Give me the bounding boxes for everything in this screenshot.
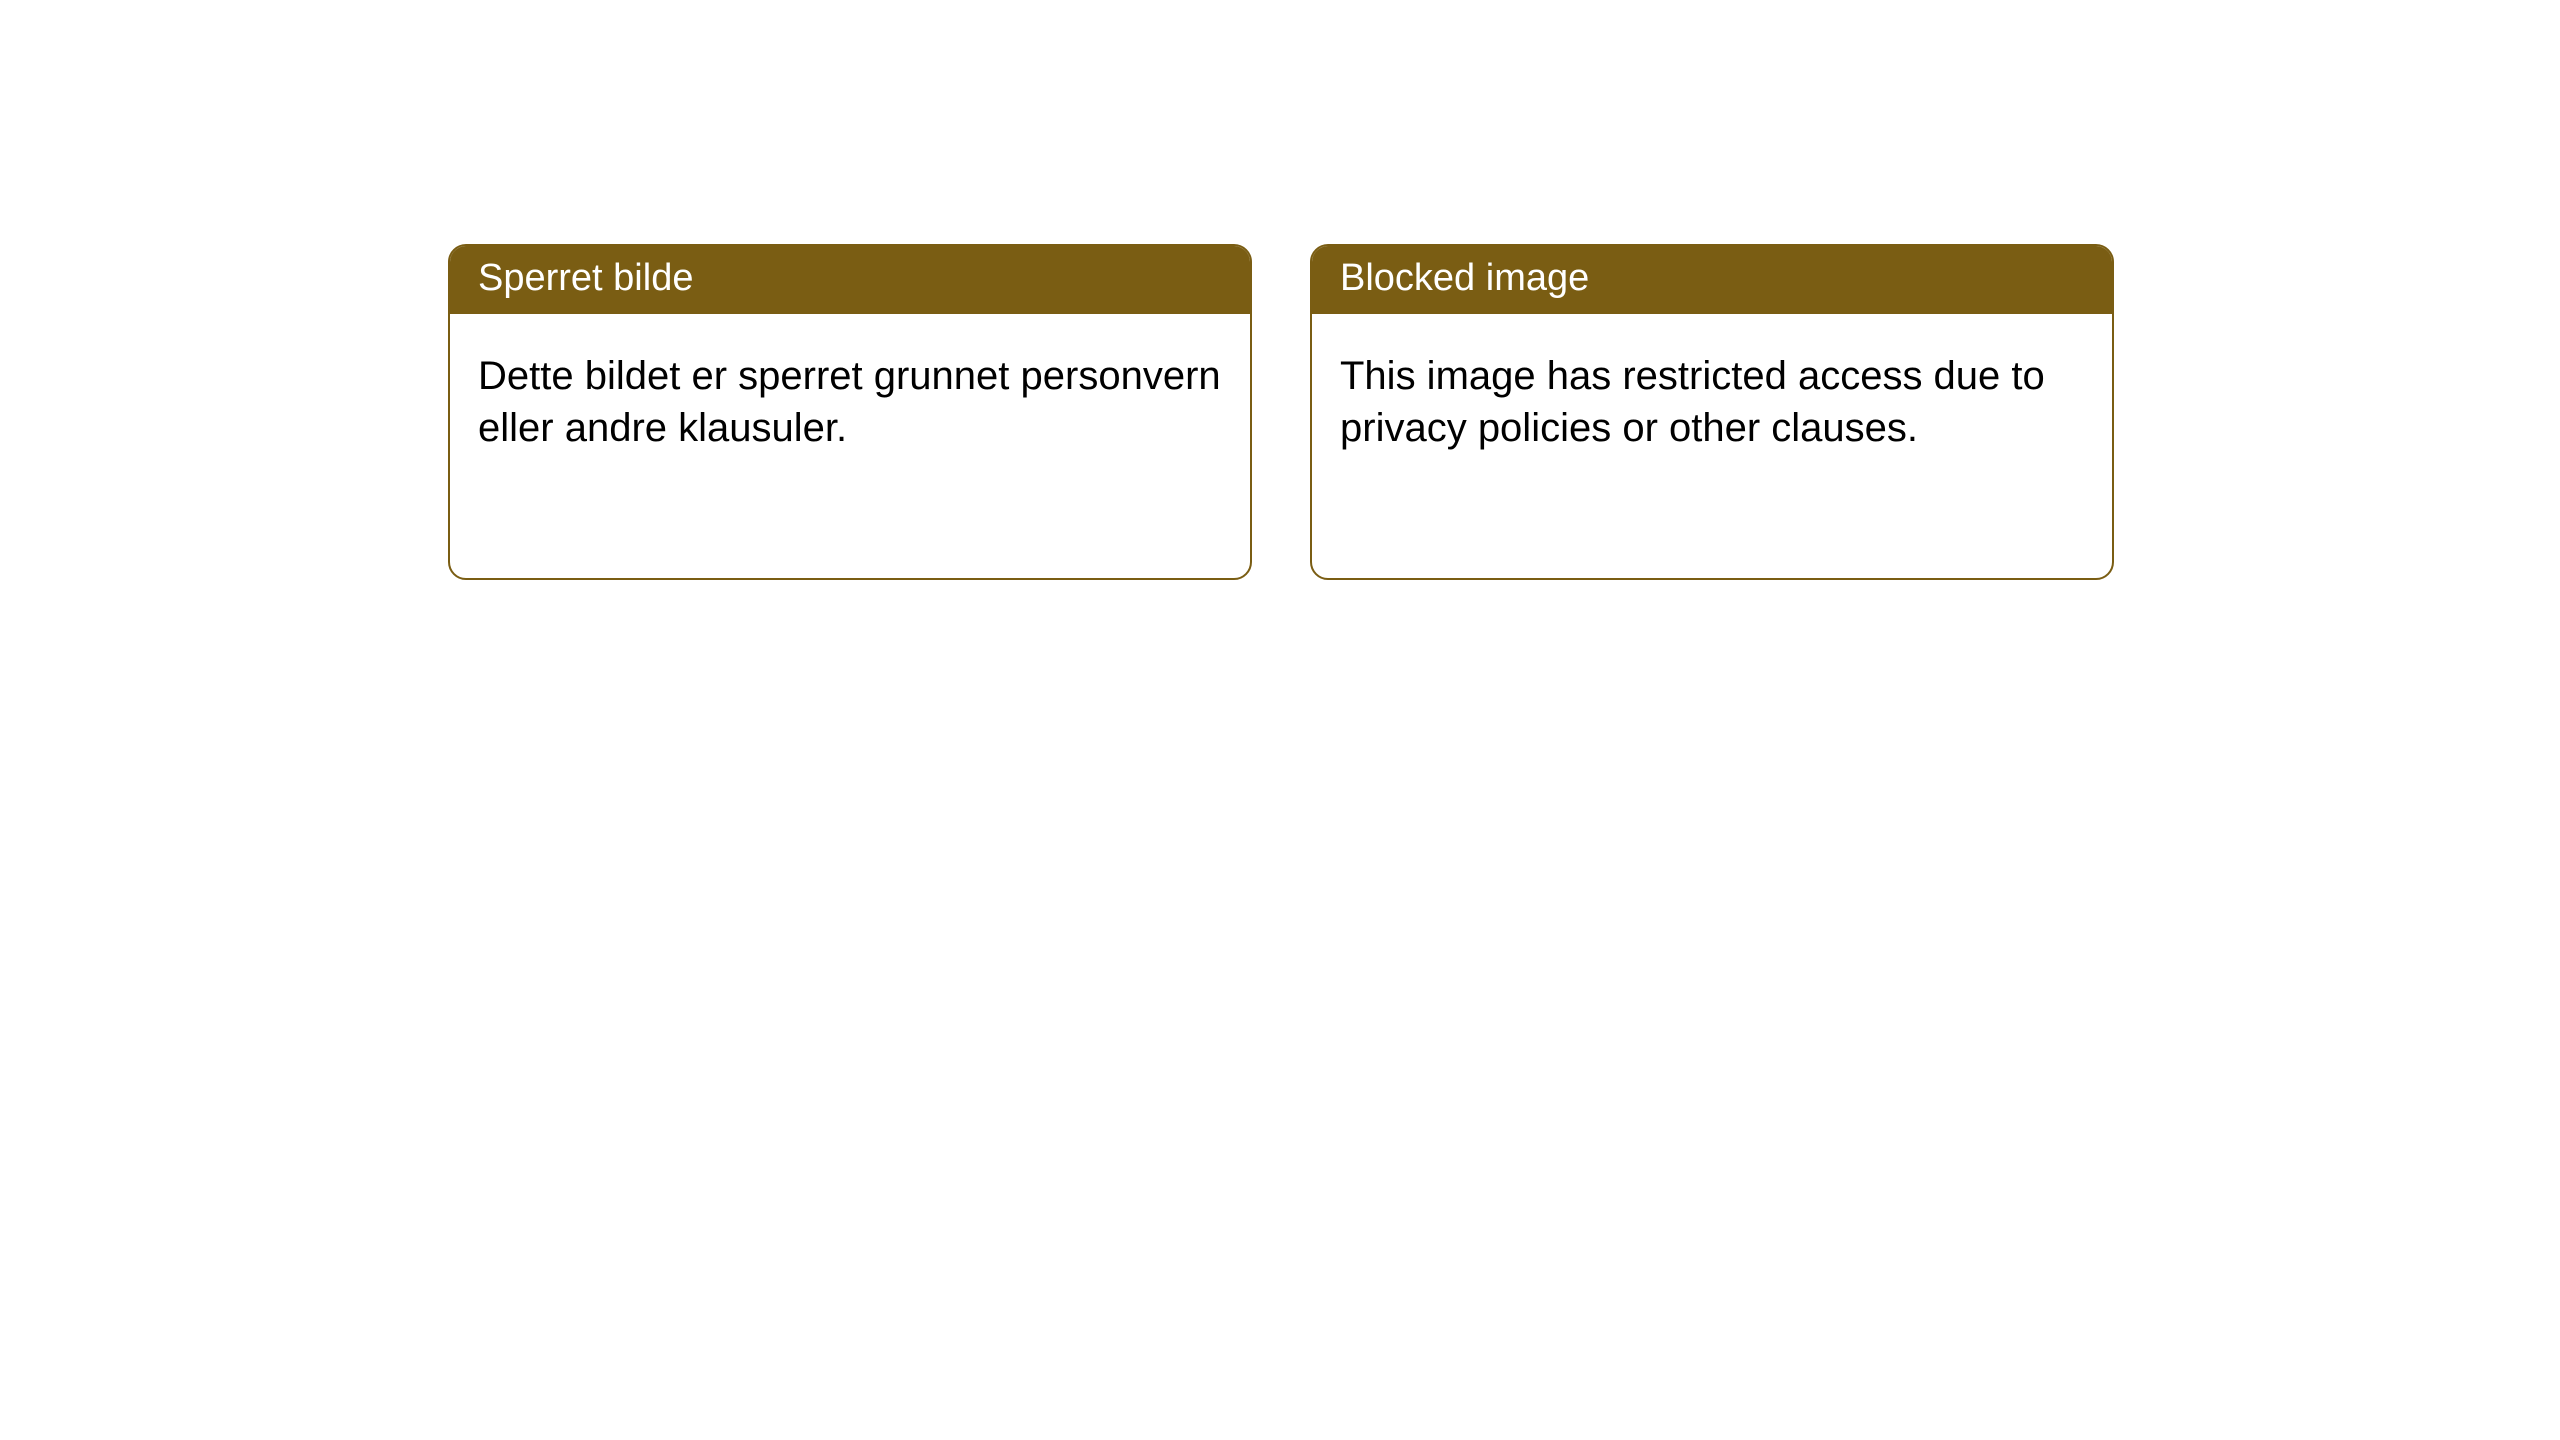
blocked-image-card-norwegian: Sperret bilde Dette bildet er sperret gr… xyxy=(448,244,1252,580)
card-body: Dette bildet er sperret grunnet personve… xyxy=(450,314,1250,474)
card-header: Sperret bilde xyxy=(450,246,1250,314)
card-body-text: Dette bildet er sperret grunnet personve… xyxy=(478,354,1221,450)
card-title: Blocked image xyxy=(1340,257,1589,299)
blocked-image-card-english: Blocked image This image has restricted … xyxy=(1310,244,2114,580)
card-container: Sperret bilde Dette bildet er sperret gr… xyxy=(0,0,2560,580)
card-body: This image has restricted access due to … xyxy=(1312,314,2112,474)
card-body-text: This image has restricted access due to … xyxy=(1340,354,2045,450)
card-title: Sperret bilde xyxy=(478,257,693,299)
card-header: Blocked image xyxy=(1312,246,2112,314)
